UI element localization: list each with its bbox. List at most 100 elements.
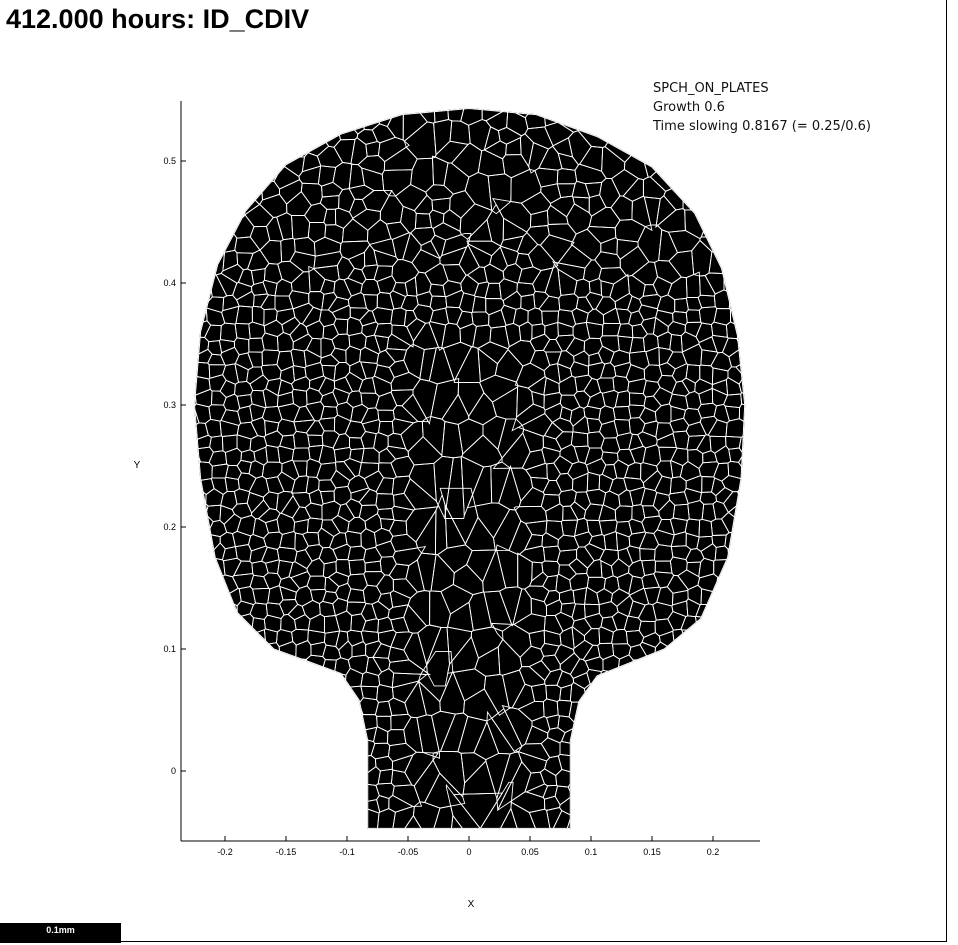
cell (700, 796, 716, 812)
cell (343, 715, 363, 731)
cell (667, 728, 686, 747)
cell (337, 108, 369, 115)
y-tick-label: 0.2 (163, 522, 176, 532)
cell (291, 670, 308, 690)
x-tick-label: 0.1 (585, 847, 598, 857)
cell (683, 782, 700, 803)
cell (657, 134, 686, 165)
cell (203, 758, 225, 776)
cell (250, 783, 270, 799)
annotation-time-slowing: Time slowing 0.8167 (= 0.25/0.6) (653, 119, 871, 134)
cell (735, 627, 745, 644)
cell (614, 723, 632, 745)
cell (219, 683, 238, 699)
cell (262, 796, 282, 812)
cell (686, 797, 704, 817)
y-tick-label: 0.1 (163, 644, 176, 654)
cell (316, 717, 336, 735)
cell (632, 688, 649, 706)
cell (196, 669, 212, 692)
cell (697, 727, 718, 744)
cell (737, 666, 745, 687)
cell (501, 669, 526, 709)
cell (573, 756, 590, 774)
cell (253, 769, 272, 785)
cell (741, 790, 745, 822)
cell (642, 780, 662, 801)
cell (510, 801, 551, 829)
cell (613, 795, 629, 817)
cell (683, 687, 705, 703)
cell (248, 657, 268, 677)
cell (642, 754, 659, 771)
cell (639, 658, 658, 676)
cell (727, 630, 745, 649)
cell (279, 794, 299, 813)
cell (240, 630, 256, 648)
cell (219, 137, 239, 175)
cell (302, 782, 322, 801)
cell (586, 780, 604, 800)
cell (262, 772, 281, 790)
cell (359, 108, 414, 114)
cell (616, 780, 633, 799)
cell (732, 189, 745, 218)
cell (322, 729, 342, 750)
y-axis-label: Y (134, 460, 141, 471)
frame-border-bottom (121, 941, 947, 942)
cell (220, 672, 239, 688)
cell (195, 572, 215, 592)
cell (194, 188, 211, 214)
cell (236, 697, 254, 719)
cell (208, 655, 225, 673)
cell (739, 291, 745, 313)
cell (259, 739, 281, 757)
cell (295, 108, 340, 124)
cell (318, 742, 336, 764)
cell (195, 709, 212, 727)
cell (697, 194, 715, 216)
cell (656, 769, 674, 789)
cell (248, 756, 265, 774)
cell (280, 715, 296, 733)
cell (613, 108, 636, 118)
cell (642, 687, 660, 708)
cell (236, 668, 257, 687)
cell (194, 254, 206, 293)
frame-border-right (946, 0, 947, 942)
cell (194, 234, 214, 269)
cell (738, 368, 745, 394)
cell (222, 769, 240, 787)
cell (644, 741, 661, 759)
cell (570, 798, 589, 819)
cell (331, 795, 351, 813)
cell (741, 553, 745, 579)
cell (614, 753, 633, 771)
cell (724, 149, 745, 173)
cell (527, 244, 559, 271)
cell (644, 669, 660, 690)
cell (650, 795, 672, 812)
cell (194, 449, 202, 468)
cell (194, 430, 198, 453)
cell (194, 586, 209, 605)
cell (231, 754, 251, 773)
cell (549, 810, 572, 829)
cell (736, 331, 745, 356)
cell (318, 689, 342, 709)
cell (479, 781, 514, 829)
cell (740, 714, 745, 751)
cell (246, 674, 268, 693)
cell (292, 685, 315, 704)
cell (742, 626, 745, 657)
cell (266, 784, 281, 802)
cell (294, 795, 312, 814)
cell (528, 808, 552, 829)
cell (412, 378, 438, 425)
cell (642, 768, 659, 786)
cell (720, 238, 742, 255)
cell (194, 559, 196, 576)
cell (611, 813, 639, 829)
cell (249, 746, 265, 762)
cell (194, 583, 199, 602)
